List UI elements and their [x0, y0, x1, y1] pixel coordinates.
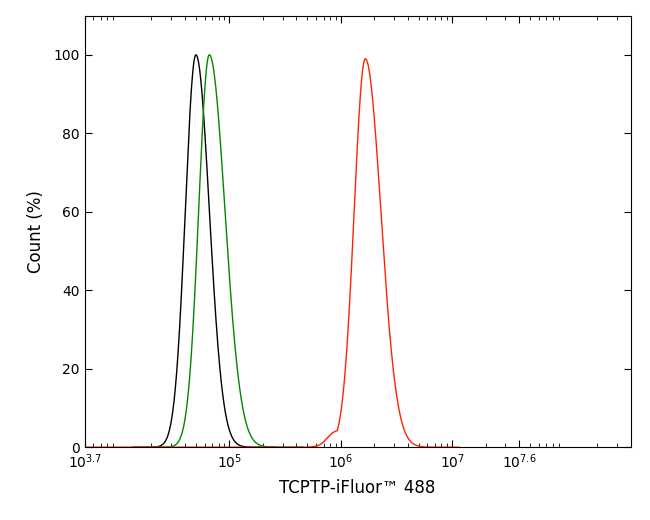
X-axis label: TCPTP-iFluor™ 488: TCPTP-iFluor™ 488 [280, 479, 436, 497]
Y-axis label: Count (%): Count (%) [27, 190, 45, 273]
